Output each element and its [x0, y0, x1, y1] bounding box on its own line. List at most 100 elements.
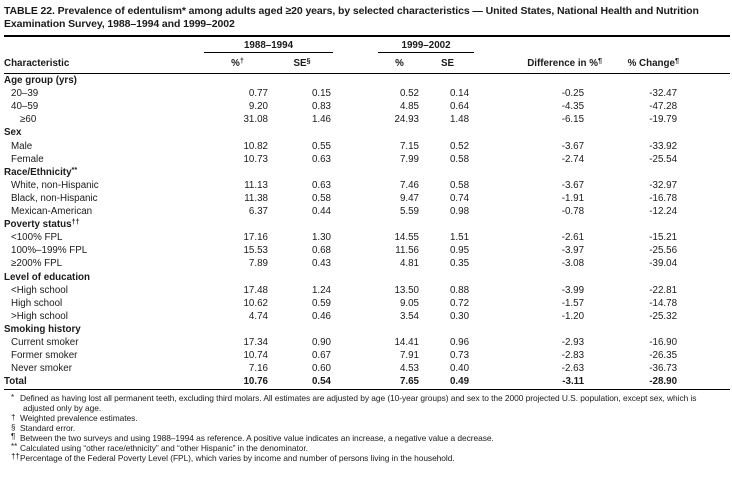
footnote-superscript: **: [71, 165, 78, 174]
value-cell: 1.24: [311, 284, 332, 296]
value-cell: 9.05: [399, 297, 420, 309]
value-cell: 4.85: [399, 101, 420, 113]
value-cell: [421, 323, 474, 336]
footnote: ** Calculated using “other race/ethnicity…: [4, 442, 728, 454]
value-cell: 0.52: [449, 140, 470, 152]
spacer-cell: [333, 166, 378, 179]
value-cell: 10.82: [243, 140, 268, 152]
value-cell: [606, 323, 730, 336]
value-cell: [271, 166, 333, 179]
value-cell: [271, 126, 333, 139]
label-text: Level of education: [4, 271, 91, 283]
section-row: Sex: [4, 126, 730, 139]
row-label: Female: [4, 153, 204, 166]
table-row: ≥200% FPL 7.89 0.43 4.81 0.35 -3.08 -39.04: [4, 257, 730, 270]
value-cell: -1.57: [561, 297, 585, 309]
value-cell: 10.76: [204, 375, 271, 391]
table-row: Black, non-Hispanic 11.38 0.58 9.47 0.74 -1.9…: [4, 192, 730, 205]
footnotes-block: * Defined as having lost all permanent te…: [4, 392, 728, 464]
label-text: Current smoker: [11, 336, 79, 348]
value-cell: -2.61: [561, 232, 585, 244]
value-cell: 1.48: [449, 114, 470, 126]
value-cell: 15.53: [243, 245, 268, 257]
value-cell: -47.28: [649, 101, 678, 113]
row-label: Current smoker: [4, 336, 204, 349]
label-text: ≥60: [20, 114, 37, 126]
value-cell: [271, 74, 333, 88]
spacer-cell: [333, 257, 378, 270]
label-text: <High school: [11, 284, 68, 296]
label-text: Female: [11, 153, 44, 165]
row-label: Never smoker: [4, 362, 204, 375]
row-label: 40–59: [4, 100, 204, 113]
value-cell: [378, 323, 421, 336]
spacer-cell: [333, 52, 379, 75]
row-label: White, non-Hispanic: [4, 179, 204, 192]
section-row: Level of education: [4, 271, 730, 284]
value-cell: [474, 218, 606, 231]
spacer-cell: [333, 244, 378, 257]
row-label: Black, non-Hispanic: [4, 192, 204, 205]
footnote-marker: *: [11, 392, 15, 402]
footnote: ††Percentage of the Federal Poverty Leve…: [4, 452, 728, 464]
value-cell: 0.14: [449, 88, 470, 100]
value-cell: [474, 74, 606, 88]
row-label: ≥200% FPL: [4, 257, 204, 270]
value-cell: 0.64: [449, 101, 470, 113]
value-cell: -22.81: [649, 284, 678, 296]
value-cell: -1.91: [561, 192, 585, 204]
value-cell: -25.32: [649, 310, 678, 322]
row-label: Smoking history: [4, 323, 204, 336]
row-label: ≥60: [4, 113, 204, 126]
value-cell: 0.30: [449, 310, 470, 322]
value-cell: 10.73: [243, 153, 268, 165]
value-cell: 17.34: [243, 336, 268, 348]
value-cell: 1.46: [311, 114, 332, 126]
label-text: Race/Ethnicity: [4, 166, 72, 178]
value-cell: [204, 126, 271, 139]
value-cell: 10.62: [243, 297, 268, 309]
spacer-cell: [333, 192, 378, 205]
value-cell: 0.58: [311, 192, 332, 204]
spacer-cell: [333, 179, 378, 192]
value-cell: 0.49: [421, 375, 475, 391]
table-row: Current smoker 17.34 0.90 14.41 0.96 -2.93 -16…: [4, 336, 730, 349]
value-cell: -4.35: [561, 101, 585, 113]
footnote: † Weighted prevalence estimates.: [4, 413, 728, 424]
footnote-superscript: ¶: [674, 56, 680, 65]
value-cell: -0.78: [561, 206, 585, 218]
row-label: Level of education: [4, 271, 204, 284]
spacer-cell: [333, 310, 378, 323]
value-cell: -36.73: [649, 363, 678, 375]
value-cell: [378, 126, 421, 139]
col-group-1999-2002: 1999–2002: [378, 36, 475, 53]
footnote: § Standard error.: [4, 423, 728, 434]
value-cell: 0.74: [449, 192, 470, 204]
label-text: Poverty status: [4, 219, 72, 231]
value-cell: 4.81: [399, 258, 420, 270]
value-cell: [474, 166, 606, 179]
label-text: Never smoker: [11, 363, 72, 375]
value-cell: [378, 271, 421, 284]
label-text: Age group (yrs): [4, 75, 77, 87]
label-text: %: [395, 58, 404, 69]
spacer-cell: [333, 231, 378, 244]
spacer-cell: [333, 323, 378, 336]
value-cell: 0.83: [311, 101, 332, 113]
value-cell: 0.43: [311, 258, 332, 270]
row-label: High school: [4, 297, 204, 310]
label-text: Male: [11, 140, 33, 152]
label-text: Sex: [4, 127, 22, 139]
value-cell: -32.97: [649, 179, 678, 191]
footnote: * Defined as having lost all permanent te…: [4, 392, 728, 414]
value-cell: 0.63: [311, 153, 332, 165]
label-text: Difference in %: [527, 58, 598, 69]
label-text: Former smoker: [11, 350, 78, 362]
label-text: Total: [4, 376, 27, 388]
label-text: Black, non-Hispanic: [11, 192, 98, 204]
label-text: SE: [293, 58, 307, 69]
section-row: Poverty status††: [4, 218, 730, 231]
spacer-cell: [333, 375, 379, 391]
value-cell: [474, 323, 606, 336]
